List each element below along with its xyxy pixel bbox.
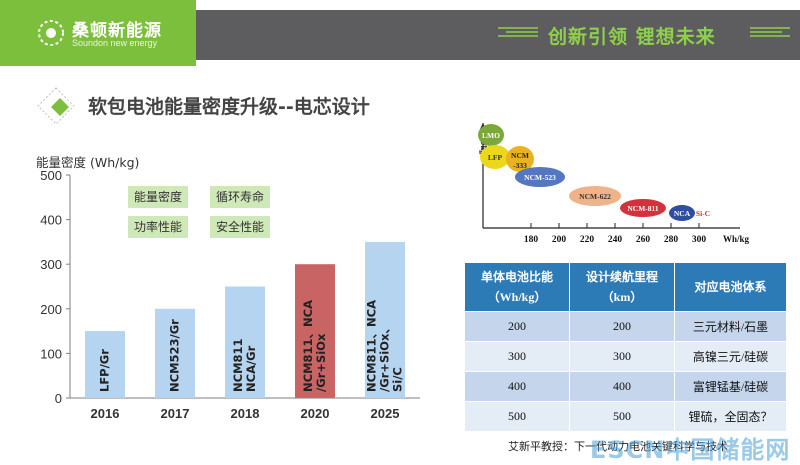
bar-chart-y-axis-label: 能量密度 (Wh/kg) [36,155,140,170]
table-cell: 300 [464,341,570,372]
table-cell: 200 [464,311,570,342]
table-cell: 400 [464,371,570,402]
header-logo-panel: 桑顿新能源 Soundon new energy [0,0,196,66]
scatter-point-label: NCA [674,209,691,218]
scatter-point-label: NCM-622 [579,192,611,201]
scatter-point-label: -333 [513,161,527,170]
bar-label-group: NCM811、NCA/Gr+SiOx [301,300,328,392]
table-cell: 500 [464,401,570,432]
table-header-row: 单体电池比能 （Wh/kg） 设计续航里程 （km） 对应电池体系 [464,262,787,312]
bar-label: NCM811 [231,338,245,392]
bar-label: /Gr+SiOx [314,333,328,392]
scatter-point-label: LFP [488,153,503,162]
table-row: 400 400 富锂锰基/硅碳 [464,371,787,402]
x-tick-label: 2016 [91,406,120,421]
scatter-x-tick-label: 240 [608,235,623,245]
feature-tag: 能量密度 [128,186,189,208]
scatter-x-tick-label: 260 [636,235,651,245]
bar-label: LFP/Gr [98,349,112,392]
slogan-left-lines-icon [498,27,538,37]
table-cell: 200 [569,311,675,342]
table-cell: 500 [569,401,675,432]
table-row: 300 300 高镍三元/硅碳 [464,341,787,372]
x-tick-label: 2017 [161,406,190,421]
bar-label: NCM811、NCA [301,300,315,392]
slogan: 创新引领 锂想未来 [548,26,716,48]
footnote: 艾新平教授：下一代动力电池关键科学与技术 [508,440,728,453]
table-header-cell: 单体电池比能 （Wh/kg） [464,262,570,312]
logo-name-cn: 桑顿新能源 [72,21,162,41]
feature-tag: 功率性能 [128,216,189,238]
bar-label: NCA/Gr [244,345,258,392]
table-cell: 高镍三元/硅碳 [674,341,787,372]
header-banner [196,10,800,60]
bar-label: NCM811、NCA [365,300,379,392]
bar-label-group: NCM811 NCA/Gr [231,338,258,392]
table-header-cell: 对应电池体系 [674,262,787,312]
energy-density-bar-chart: 0 100 200 300 400 500 2016 LFP/Gr 2017 NCM523/Gr 2… [40,168,420,421]
bar-label: NCM523/Gr [168,319,182,392]
battery-system-table: 单体电池比能 （Wh/kg） 设计续航里程 （km） 对应电池体系 200 200 … [464,262,787,432]
table-header-cell: 设计续航里程 （km） [569,262,675,312]
feature-tag: 循环寿命 [210,186,271,208]
scatter-point-label: Si-C [696,209,710,218]
table-cell: 锂硫，全固态？ [674,401,787,432]
slogan-right-lines-icon [750,27,790,37]
table-row: 500 500 锂硫，全固态？ [464,401,787,432]
y-tick-label: 100 [40,346,62,361]
scatter-point [515,167,565,187]
page-title: 软包电池能量密度升级--电芯设计 [88,96,370,118]
table-cell: 300 [569,341,675,372]
bar-label-group: NCM811、NCA/Gr+SiOx、 Si/C [365,300,405,392]
bar-label: Si/C [391,367,405,392]
scatter-point-label: NCM-523 [524,173,556,182]
bar-label-group: LFP/Gr [98,349,112,392]
title-diamond-icon [37,87,75,125]
logo-name-en: Soundon new energy [72,38,158,48]
bar-label-group: NCM523/Gr [168,319,182,392]
table-row: 200 200 三元材料/石墨 [464,311,787,342]
scatter-point [669,205,695,221]
x-tick-label: 2018 [231,406,260,421]
y-tick-label: 300 [40,257,62,272]
table-cell: 三元材料/石墨 [674,311,787,342]
x-tick-label: 2025 [371,406,400,421]
bar-label: /Gr+SiOx、 [378,322,392,392]
table-cell: 富锂锰基/硅碳 [674,371,787,402]
bar [155,308,195,398]
scatter-point-label: NCM [511,151,529,160]
scatter-point [569,186,621,206]
scatter-x-tick-label: 300 [692,235,707,245]
scatter-x-tick-label: 220 [580,235,595,245]
feature-tag: 安全性能 [210,216,271,238]
scatter-x-tick-label: 180 [524,235,539,245]
bar [85,331,125,398]
company-logo-icon [38,20,64,46]
watermark: ESCN中国储能网 [590,436,791,464]
scatter-point [480,145,510,169]
table-cell: 400 [569,371,675,402]
y-tick-label: 400 [40,213,62,228]
scatter-x-label: Wh/kg [723,234,750,244]
y-tick-label: 200 [40,302,62,317]
scatter-point [478,124,504,146]
bar [365,241,405,398]
y-tick-label: 0 [55,391,62,406]
scatter-point [620,199,666,217]
bar [295,264,335,398]
x-tick-label: 2020 [301,406,330,421]
scatter-x-tick-label: 200 [552,235,567,245]
y-tick-label: 500 [40,168,62,183]
specific-energy-scatter-chart: Wh/kg180200220240260280300Wh/kgLMOLFPNCM… [478,123,750,245]
scatter-point [695,206,711,220]
scatter-point-label: NCM-811 [627,204,658,213]
scatter-x-tick-label: 280 [664,235,679,245]
scatter-point-label: LMO [482,131,500,140]
bar [225,286,265,398]
scatter-point [506,146,534,172]
